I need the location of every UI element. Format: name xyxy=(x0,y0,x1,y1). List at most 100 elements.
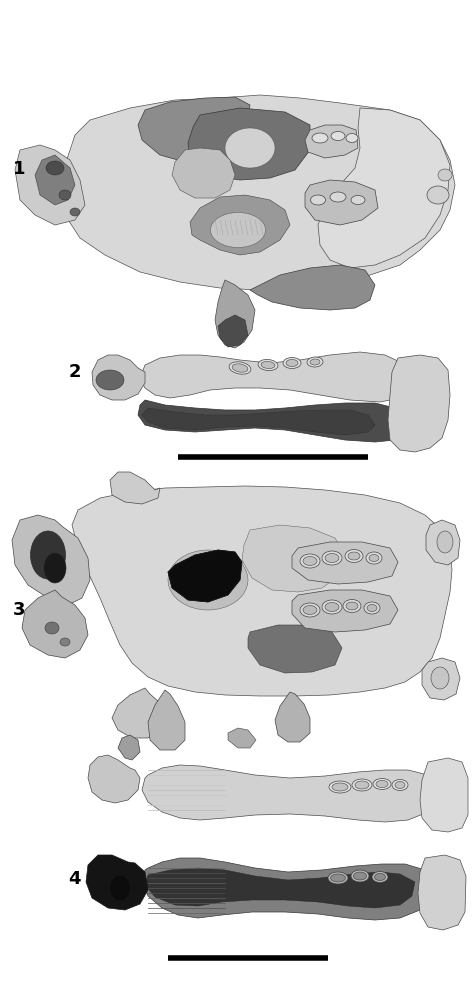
Ellipse shape xyxy=(325,602,339,611)
Ellipse shape xyxy=(392,780,408,791)
Ellipse shape xyxy=(345,549,363,562)
Polygon shape xyxy=(60,95,455,290)
Ellipse shape xyxy=(352,779,372,791)
Ellipse shape xyxy=(261,362,275,369)
Polygon shape xyxy=(418,855,466,930)
Ellipse shape xyxy=(328,872,348,884)
Ellipse shape xyxy=(30,531,65,579)
Ellipse shape xyxy=(96,370,124,390)
Polygon shape xyxy=(305,125,358,158)
Ellipse shape xyxy=(44,553,66,583)
Polygon shape xyxy=(248,625,342,673)
Ellipse shape xyxy=(364,602,380,614)
Ellipse shape xyxy=(331,132,345,141)
Polygon shape xyxy=(318,108,450,268)
Polygon shape xyxy=(138,97,250,162)
Polygon shape xyxy=(35,155,75,205)
Ellipse shape xyxy=(312,133,328,143)
Ellipse shape xyxy=(348,552,360,560)
Ellipse shape xyxy=(373,779,391,790)
Ellipse shape xyxy=(210,212,265,247)
Polygon shape xyxy=(426,520,460,565)
Polygon shape xyxy=(92,355,145,400)
Ellipse shape xyxy=(300,603,320,617)
Ellipse shape xyxy=(427,186,449,204)
Polygon shape xyxy=(112,688,165,738)
Ellipse shape xyxy=(70,208,80,216)
Ellipse shape xyxy=(369,554,379,561)
Ellipse shape xyxy=(343,599,361,612)
Polygon shape xyxy=(388,355,450,452)
Ellipse shape xyxy=(303,556,317,565)
Polygon shape xyxy=(242,525,345,592)
Ellipse shape xyxy=(353,872,367,880)
Ellipse shape xyxy=(351,870,369,882)
Polygon shape xyxy=(142,858,432,920)
Ellipse shape xyxy=(60,638,70,646)
Polygon shape xyxy=(15,145,85,225)
Ellipse shape xyxy=(346,134,358,143)
Ellipse shape xyxy=(437,531,453,553)
Ellipse shape xyxy=(168,550,248,610)
Polygon shape xyxy=(228,728,256,748)
Polygon shape xyxy=(250,265,375,310)
Ellipse shape xyxy=(346,602,358,610)
Text: 2: 2 xyxy=(69,363,81,381)
Polygon shape xyxy=(292,542,398,584)
Polygon shape xyxy=(218,315,248,347)
Ellipse shape xyxy=(300,554,320,568)
Polygon shape xyxy=(140,352,408,402)
Ellipse shape xyxy=(375,873,385,880)
Ellipse shape xyxy=(325,553,339,562)
Ellipse shape xyxy=(283,358,301,369)
Polygon shape xyxy=(110,472,160,504)
Polygon shape xyxy=(168,550,242,602)
Polygon shape xyxy=(148,690,185,750)
Polygon shape xyxy=(420,758,468,832)
Polygon shape xyxy=(215,280,255,348)
Text: 1: 1 xyxy=(13,161,26,178)
Polygon shape xyxy=(305,180,378,225)
Ellipse shape xyxy=(376,781,388,788)
Ellipse shape xyxy=(258,360,278,371)
Polygon shape xyxy=(22,590,88,658)
Ellipse shape xyxy=(332,783,348,791)
Polygon shape xyxy=(86,855,148,910)
Ellipse shape xyxy=(355,781,369,789)
Polygon shape xyxy=(168,550,242,602)
Ellipse shape xyxy=(45,622,59,634)
Polygon shape xyxy=(72,486,452,696)
Ellipse shape xyxy=(366,552,382,564)
Ellipse shape xyxy=(331,874,345,882)
Polygon shape xyxy=(275,692,310,742)
Ellipse shape xyxy=(438,169,452,181)
Ellipse shape xyxy=(286,360,298,367)
Text: 3: 3 xyxy=(13,601,26,619)
Polygon shape xyxy=(292,590,398,632)
Polygon shape xyxy=(188,108,310,180)
Ellipse shape xyxy=(307,357,323,367)
Ellipse shape xyxy=(46,161,64,175)
Polygon shape xyxy=(12,515,90,605)
Ellipse shape xyxy=(431,667,449,689)
Ellipse shape xyxy=(372,871,388,882)
Ellipse shape xyxy=(303,605,317,614)
Ellipse shape xyxy=(59,190,71,200)
Ellipse shape xyxy=(110,875,130,900)
Polygon shape xyxy=(118,735,140,760)
Ellipse shape xyxy=(310,359,320,365)
Ellipse shape xyxy=(310,195,325,205)
Ellipse shape xyxy=(329,781,351,793)
Polygon shape xyxy=(145,868,415,908)
Ellipse shape xyxy=(225,128,275,168)
Ellipse shape xyxy=(229,362,251,374)
Polygon shape xyxy=(142,408,375,435)
Ellipse shape xyxy=(367,604,377,611)
Ellipse shape xyxy=(351,195,365,204)
Polygon shape xyxy=(142,765,438,822)
Ellipse shape xyxy=(330,192,346,202)
Polygon shape xyxy=(422,658,460,700)
Ellipse shape xyxy=(395,782,405,789)
Ellipse shape xyxy=(322,551,342,565)
Polygon shape xyxy=(172,148,235,198)
